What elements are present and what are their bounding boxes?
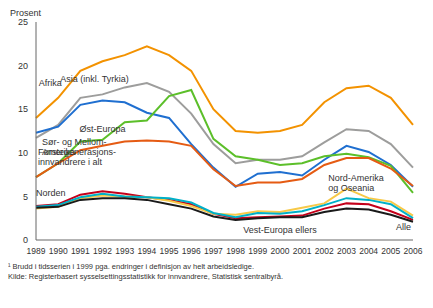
svg-text:2004: 2004 [359, 246, 378, 256]
svg-text:1997: 1997 [204, 246, 223, 256]
svg-text:Afrika: Afrika [39, 78, 62, 88]
svg-text:25: 25 [18, 17, 28, 27]
svg-text:Norden: Norden [36, 188, 66, 198]
svg-text:Vest-Europa ellers: Vest-Europa ellers [243, 225, 317, 235]
svg-text:1990: 1990 [49, 246, 68, 256]
svg-text:1991: 1991 [71, 246, 90, 256]
svg-text:Nord-Amerika og Oseania: Nord-Amerika og Oseania [328, 173, 386, 193]
svg-text:1999: 1999 [248, 246, 267, 256]
svg-text:1989: 1989 [27, 246, 46, 256]
svg-text:0: 0 [23, 235, 28, 245]
svg-text:1993: 1993 [115, 246, 134, 256]
svg-text:2001: 2001 [293, 246, 312, 256]
svg-text:Asia (inkl. Tyrkia): Asia (inkl. Tyrkia) [60, 74, 128, 84]
svg-text:Alle: Alle [396, 222, 411, 232]
svg-text:5: 5 [23, 192, 28, 202]
svg-text:1992: 1992 [93, 246, 112, 256]
svg-text:2005: 2005 [381, 246, 400, 256]
svg-text:2002: 2002 [315, 246, 334, 256]
svg-text:Førstegenerasjons-innvandrere: Førstegenerasjons-innvandrere i alt [38, 147, 116, 167]
svg-text:10: 10 [18, 148, 28, 158]
svg-text:2003: 2003 [337, 246, 356, 256]
svg-text:2006: 2006 [404, 246, 423, 256]
svg-text:15: 15 [18, 104, 28, 114]
svg-text:1996: 1996 [182, 246, 201, 256]
svg-text:Øst-Europa: Øst-Europa [80, 124, 126, 134]
svg-text:1994: 1994 [137, 246, 156, 256]
svg-text:20: 20 [18, 61, 28, 71]
svg-text:2000: 2000 [270, 246, 289, 256]
svg-text:1998: 1998 [226, 246, 245, 256]
svg-text:1995: 1995 [160, 246, 179, 256]
